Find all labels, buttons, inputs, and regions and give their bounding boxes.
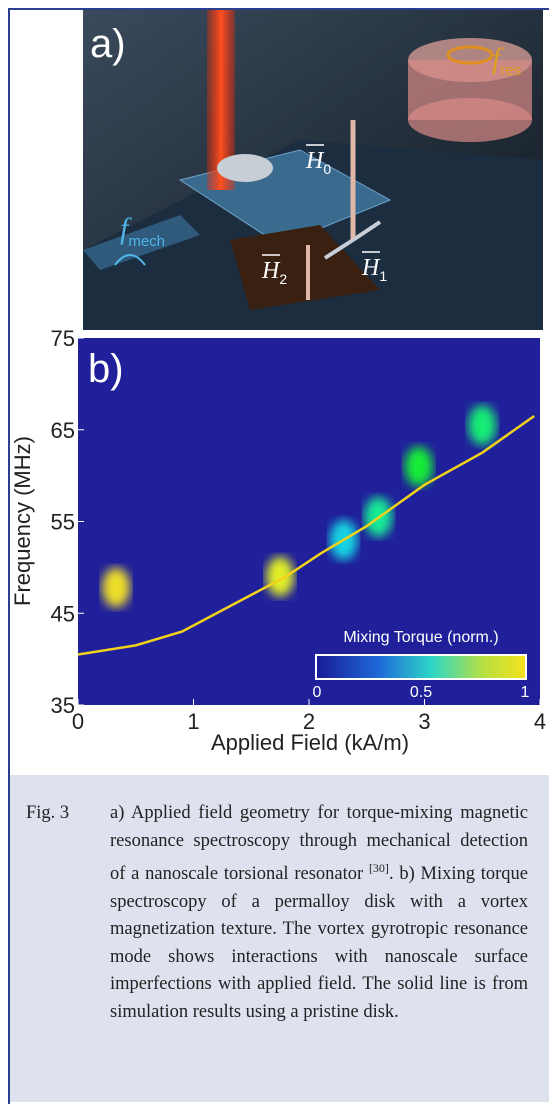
y-tick-label: 65: [51, 418, 75, 443]
f-mech: fmech: [120, 212, 165, 250]
y-axis-label: Frequency (MHz): [10, 436, 35, 606]
x-tick-label: 1: [187, 709, 199, 734]
x-tick-label: 4: [534, 709, 546, 734]
subscript: 2: [279, 271, 287, 287]
symbol: H: [361, 255, 381, 281]
caption-label: Fig. 3: [26, 803, 70, 823]
y-tick-label: 55: [51, 510, 75, 535]
panel-label: a): [90, 22, 126, 66]
h0: H0: [305, 148, 331, 177]
caption: Fig. 3 a) Applied field geometry for tor…: [10, 775, 549, 1102]
subscript: mech: [128, 233, 165, 250]
heatmap-spot: [266, 556, 295, 597]
subscript: 0: [323, 161, 331, 177]
colorbar-tick-label: 1: [521, 684, 530, 701]
plot-area: [78, 338, 540, 705]
colorbar: [315, 654, 527, 680]
heatmap-spot: [404, 446, 433, 487]
citation: [30]: [368, 861, 389, 875]
x-tick-label: 2: [303, 709, 315, 734]
caption-text: a) Applied field geometry for torque-mix…: [110, 800, 528, 1026]
simulation-line: [78, 414, 535, 656]
h1: H1: [361, 255, 387, 284]
heatmap-spot: [102, 567, 131, 608]
x-tick-label: 3: [418, 709, 430, 734]
subscript: 1: [379, 268, 387, 284]
y-tick-label: 35: [51, 693, 75, 718]
h2: H2: [261, 258, 287, 287]
caption-text-part: . b) Mixing torque spectroscopy of a per…: [110, 864, 528, 1022]
panel-a-scene: [83, 10, 543, 330]
heatmap-spot: [468, 405, 497, 446]
plot: [78, 405, 535, 656]
y-tick-label: 45: [51, 601, 75, 626]
figure: a) fres fmech H0 H1 H2 b) Applied Field …: [10, 10, 546, 755]
colorbar-tick-label: 0.5: [410, 684, 432, 701]
frame: [8, 8, 549, 1104]
subscript: res: [500, 62, 521, 79]
caption-text-part: a) Applied field geometry for torque-mix…: [110, 803, 528, 885]
panel-label: b): [88, 347, 124, 391]
symbol: H: [261, 258, 281, 284]
symbol: H: [305, 148, 325, 174]
y-tick-label: 75: [51, 326, 75, 351]
colorbar-label: Mixing Torque (norm.): [343, 629, 498, 646]
x-tick-label: 0: [72, 709, 84, 734]
colorbar-tick-label: 0: [313, 684, 322, 701]
x-axis-label: Applied Field (kA/m): [211, 730, 409, 755]
